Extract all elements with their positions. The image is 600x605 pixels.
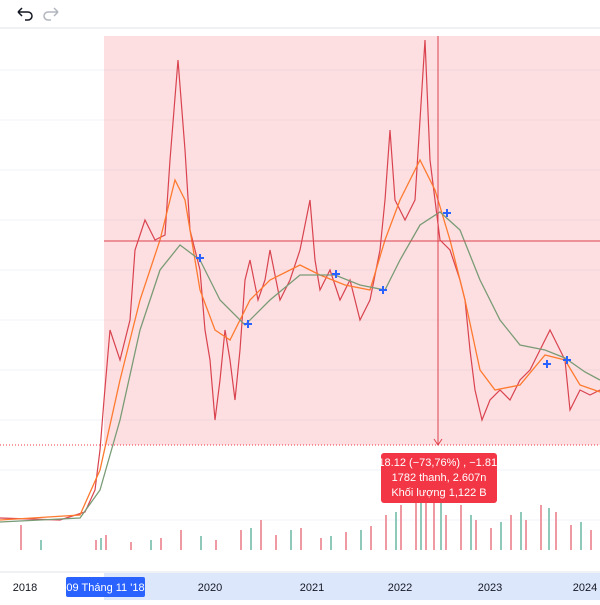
axis-range-highlight [104, 573, 600, 600]
time-label: 2020 [198, 582, 222, 594]
time-label: 2022 [388, 582, 412, 594]
cross-markers [196, 209, 571, 368]
measure-tooltip [381, 453, 497, 503]
tooltip-change: -18.12 (−73,76%) , −1.812 [375, 457, 503, 469]
moving-average-fast [0, 158, 600, 521]
undo-button[interactable] [17, 7, 33, 21]
redo-button[interactable] [43, 7, 59, 21]
time-label: 2021 [300, 582, 324, 594]
moving-average-slow [0, 211, 600, 523]
crosshair-label: 09 Tháng 11 '18 [66, 582, 144, 594]
time-label: 2018 [13, 582, 37, 594]
time-label: 2023 [478, 582, 502, 594]
time-label: 2024 [573, 582, 597, 594]
toolbar [0, 7, 600, 29]
crosshair-label-box [66, 577, 145, 597]
time-axis: 2018 2020 2021 2022 2023 2024 [13, 582, 597, 594]
tooltip-bars: 1782 thanh, 2.607n [392, 472, 487, 484]
tooltip-volume: Khối lượng 1,122 B [391, 487, 486, 499]
